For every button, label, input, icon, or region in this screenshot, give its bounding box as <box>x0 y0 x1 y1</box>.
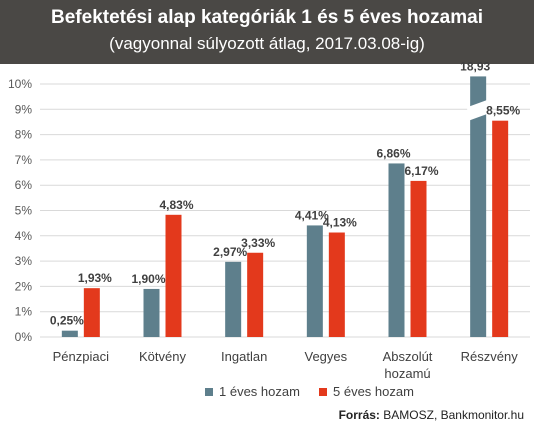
legend-swatch <box>205 388 213 396</box>
axis-break-mark <box>467 99 490 122</box>
chart-subtitle: (vagyonnal súlyozott átlag, 2017.03.08-i… <box>109 34 425 53</box>
legend-label: 5 éves hozam <box>333 384 414 399</box>
bar <box>388 163 405 337</box>
data-label: 8,55% <box>486 104 520 118</box>
data-label: 6,86% <box>376 146 410 160</box>
source-note: Forrás: BAMOSZ, Bankmonitor.hu <box>339 408 524 422</box>
bar <box>492 120 509 337</box>
source-label: Forrás: <box>338 408 380 422</box>
data-label: 4,41% <box>295 208 329 222</box>
bar <box>470 76 487 337</box>
chart-title: Befektetési alap kategóriák 1 és 5 éves … <box>51 7 483 28</box>
y-tick-label: 7% <box>15 153 33 167</box>
source-text: BAMOSZ, Bankmonitor.hu <box>383 408 524 422</box>
y-tick-label: 2% <box>15 279 33 293</box>
legend-label: 1 éves hozam <box>219 384 300 399</box>
legend-swatch <box>319 388 327 396</box>
data-label: 4,13% <box>323 216 357 230</box>
x-tick-label: Részvény <box>461 349 519 364</box>
bar <box>410 180 427 337</box>
data-label: 2,97% <box>213 245 247 259</box>
data-label: 6,17% <box>404 164 438 178</box>
y-tick-label: 3% <box>15 254 33 268</box>
bar <box>306 225 323 337</box>
y-tick-label: 9% <box>15 102 33 116</box>
y-tick-label: 8% <box>15 128 33 142</box>
x-tick-label: Ingatlan <box>221 349 267 364</box>
y-tick-label: 0% <box>15 330 33 344</box>
chart-header <box>0 0 534 64</box>
bar <box>83 288 100 337</box>
data-label: 4,83% <box>159 198 193 212</box>
data-label: 3,33% <box>241 236 275 250</box>
y-tick-label: 6% <box>15 178 33 192</box>
x-tick-label: hozamú <box>384 366 430 381</box>
data-label: 1,93% <box>78 271 112 285</box>
bar <box>328 232 345 337</box>
bar <box>247 252 264 337</box>
bar <box>143 288 160 337</box>
y-tick-label: 1% <box>15 305 33 319</box>
bar <box>61 330 78 337</box>
x-tick-label: Pénzpiaci <box>53 349 109 364</box>
bar <box>165 214 182 337</box>
data-label: 1,90% <box>131 272 165 286</box>
bar <box>225 261 242 337</box>
y-tick-label: 4% <box>15 229 33 243</box>
data-label: 18,93 <box>460 59 490 73</box>
y-tick-label: 5% <box>15 204 33 218</box>
x-tick-label: Abszolút <box>383 349 433 364</box>
x-tick-label: Vegyes <box>305 349 348 364</box>
y-tick-label: 10% <box>8 77 32 91</box>
data-label: 0,25% <box>50 314 84 328</box>
x-tick-label: Kötvény <box>139 349 186 364</box>
